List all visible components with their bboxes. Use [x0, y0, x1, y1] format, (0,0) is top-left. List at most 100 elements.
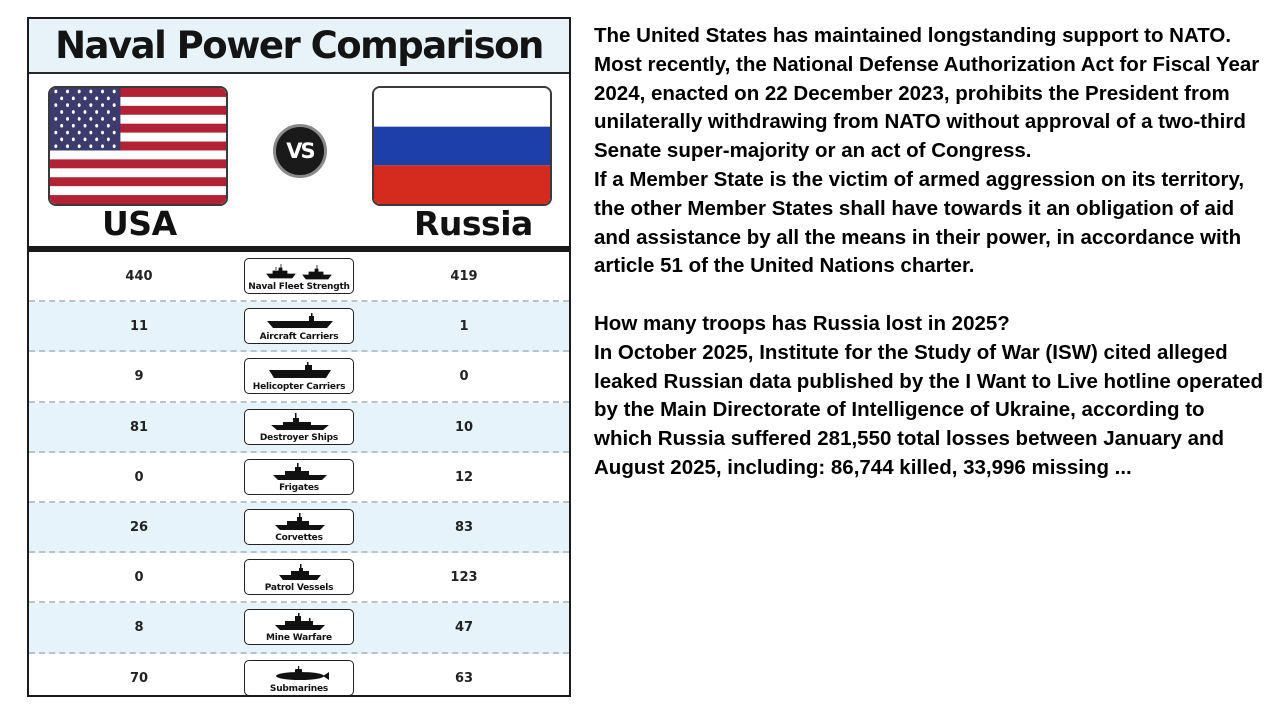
- patrol-vessel-icon: [279, 564, 321, 581]
- category-label: Helicopter Carriers: [252, 382, 346, 393]
- star-icon: [112, 144, 116, 149]
- usa-value: 11: [129, 319, 149, 335]
- star-icon: [60, 137, 64, 142]
- star-icon: [83, 123, 87, 128]
- star-icon: [71, 137, 75, 142]
- star-icon: [66, 89, 69, 94]
- russia-flag-icon: [372, 86, 552, 206]
- country-label-russia: Russia: [414, 204, 533, 243]
- category-label: Corvettes: [275, 532, 323, 543]
- star-icon: [66, 130, 69, 135]
- star-icon: [71, 123, 75, 128]
- category-badge: Patrol Vessels: [244, 559, 354, 596]
- star-icon: [106, 96, 110, 101]
- star-icon: [71, 96, 75, 101]
- star-icon: [54, 144, 58, 149]
- star-icon: [106, 110, 110, 114]
- russia-value: 419: [450, 269, 478, 284]
- star-icon: [89, 144, 93, 149]
- star-icon: [95, 96, 99, 101]
- russia-value: 83: [454, 519, 474, 535]
- header-divider: [29, 246, 569, 252]
- star-icon: [60, 96, 64, 101]
- star-icon: [71, 110, 75, 114]
- russia-value: 63: [454, 670, 474, 686]
- star-icon: [77, 103, 81, 108]
- star-icon: [77, 89, 81, 94]
- corvette-icon: [275, 512, 325, 530]
- submarine-icon: [276, 665, 329, 680]
- mine-warfare-icon: [275, 613, 325, 631]
- usa-value: 8: [134, 620, 144, 636]
- paragraph-nato-support: The United States has maintained longsta…: [594, 24, 1260, 163]
- comparison-row: 81 Destroyer Ships 10: [29, 402, 569, 453]
- usa-value: 0: [134, 570, 144, 586]
- star-icon: [101, 89, 105, 94]
- star-icon: [66, 117, 69, 121]
- paragraph-article-51: If a Member State is the victim of armed…: [594, 167, 1245, 278]
- star-icon: [101, 103, 105, 108]
- star-icon: [101, 130, 105, 135]
- comparison-row: 0 Patrol Vessels 123: [29, 553, 569, 604]
- comparison-table: 440 Naval Fleet Strength 419 11 Aircraft…: [29, 252, 569, 695]
- comparison-row: 9 Helicopter Carriers 0: [29, 352, 569, 403]
- category-label: Aircraft Carriers: [259, 332, 339, 343]
- star-icon: [66, 144, 69, 149]
- usa-value: 440: [125, 269, 153, 284]
- star-icon: [66, 103, 69, 108]
- infographic-title: Naval Power Comparison: [29, 19, 569, 74]
- paragraph-isw-losses: In October 2025, Institute for the Study…: [594, 340, 1264, 479]
- usa-value: 26: [129, 519, 149, 535]
- country-label-usa: USA: [102, 204, 177, 243]
- comparison-row: 8 Mine Warfare 47: [29, 603, 569, 654]
- flags-header: VS USA Russia: [29, 74, 569, 246]
- star-icon: [77, 130, 81, 135]
- category-badge: Corvettes: [244, 508, 354, 545]
- star-icon: [106, 137, 110, 142]
- category-badge: Mine Warfare: [244, 609, 354, 646]
- star-icon: [83, 96, 87, 101]
- star-icon: [54, 103, 58, 108]
- star-icon: [54, 117, 58, 121]
- russia-value: 47: [454, 620, 474, 636]
- star-icon: [95, 137, 99, 142]
- usa-flag-icon: [48, 86, 228, 206]
- russia-value: 10: [454, 419, 474, 435]
- star-icon: [106, 123, 110, 128]
- star-icon: [101, 117, 105, 121]
- aircraft-carrier-icon: [267, 313, 333, 329]
- russia-value: 1: [459, 319, 469, 335]
- destroyer-icon: [271, 412, 329, 430]
- star-icon: [54, 89, 58, 94]
- star-icon: [77, 117, 81, 121]
- star-icon: [112, 103, 116, 108]
- frigate-icon: [273, 462, 327, 480]
- star-icon: [83, 137, 87, 142]
- versus-badge: VS: [273, 124, 327, 178]
- category-badge: Frigates: [244, 458, 354, 495]
- category-badge: Helicopter Carriers: [244, 358, 354, 395]
- category-badge: Naval Fleet Strength: [244, 258, 354, 294]
- star-icon: [112, 117, 116, 121]
- naval-comparison-infographic: Naval Power Comparison VS: [27, 17, 571, 697]
- star-icon: [112, 89, 116, 94]
- usa-value: 70: [129, 670, 149, 686]
- star-icon: [95, 110, 99, 114]
- russia-value: 12: [454, 469, 474, 485]
- paragraph-question: How many troops has Russia lost in 2025?: [594, 311, 1010, 335]
- category-badge: Destroyer Ships: [244, 408, 354, 445]
- star-icon: [112, 130, 116, 135]
- star-icon: [89, 103, 93, 108]
- comparison-row: 70 Submarines 63: [29, 653, 569, 695]
- star-icon: [89, 130, 93, 135]
- usa-value: 9: [134, 369, 144, 385]
- category-label: Submarines: [269, 683, 329, 694]
- article-text: The United States has maintained longsta…: [594, 22, 1264, 483]
- comparison-row: 26 Corvettes 83: [29, 502, 569, 554]
- star-icon: [89, 117, 93, 121]
- category-badge: Aircraft Carriers: [244, 308, 354, 345]
- star-icon: [89, 89, 93, 94]
- category-label: Frigates: [279, 482, 319, 493]
- star-icon: [95, 123, 99, 128]
- star-icon: [60, 110, 64, 114]
